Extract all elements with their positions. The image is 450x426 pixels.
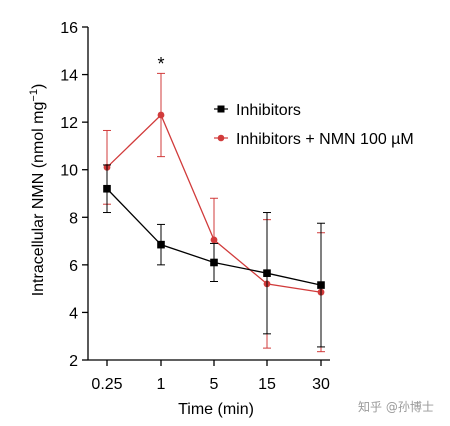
y-tick-label: 14 bbox=[60, 68, 78, 85]
y-tick-label: 8 bbox=[69, 210, 78, 227]
legend-label-nmn: Inhibitors + NMN 100 µM bbox=[236, 131, 414, 148]
y-tick-label: 12 bbox=[60, 115, 78, 132]
data-point-inhibitors bbox=[157, 240, 165, 249]
legend: Inhibitors Inhibitors + NMN 100 µM bbox=[214, 102, 414, 148]
y-tick-label: 2 bbox=[69, 353, 78, 370]
legend-marker-inhibitors bbox=[217, 105, 225, 113]
series-layer bbox=[103, 72, 325, 353]
y-tick-label: 16 bbox=[60, 20, 78, 37]
data-point-nmn bbox=[157, 111, 165, 119]
x-tick-label: 15 bbox=[258, 376, 276, 393]
y-tick-label: 6 bbox=[69, 258, 78, 275]
y-tick-label: 10 bbox=[60, 163, 78, 180]
x-axis-title: Time (min) bbox=[178, 401, 254, 418]
x-tick-label: 1 bbox=[157, 376, 166, 393]
data-point-nmn bbox=[210, 236, 218, 244]
data-point-inhibitors bbox=[210, 258, 218, 267]
y-axis-title-close: ) bbox=[30, 84, 47, 89]
legend-marker-nmn bbox=[217, 134, 225, 142]
data-point-inhibitors bbox=[263, 269, 271, 277]
legend-label-inhibitors: Inhibitors bbox=[236, 102, 301, 119]
y-axis-title-superscript: −1 bbox=[28, 89, 40, 102]
y-tick-label: 4 bbox=[69, 305, 78, 322]
series-inhibitors bbox=[103, 164, 325, 348]
legend-item-nmn: Inhibitors + NMN 100 µM bbox=[214, 131, 414, 148]
data-point-inhibitors bbox=[103, 184, 111, 193]
significance-annotation: * bbox=[157, 54, 164, 74]
y-ticks: 2 4 6 8 10 12 14 16 bbox=[60, 20, 88, 370]
x-tick-label: 5 bbox=[210, 376, 219, 393]
watermark: 知乎 @孙博士 bbox=[358, 399, 434, 414]
x-tick-label: 0.25 bbox=[91, 376, 122, 393]
x-tick-label: 30 bbox=[312, 376, 330, 393]
y-axis-title-main: Intracellular NMN (nmol mg bbox=[30, 102, 47, 297]
legend-item-inhibitors: Inhibitors bbox=[214, 102, 301, 119]
y-axis-title: Intracellular NMN (nmol mg−1) bbox=[28, 84, 47, 297]
x-ticks: 0.25 1 5 15 30 bbox=[91, 360, 330, 393]
data-point-inhibitors bbox=[317, 281, 325, 289]
